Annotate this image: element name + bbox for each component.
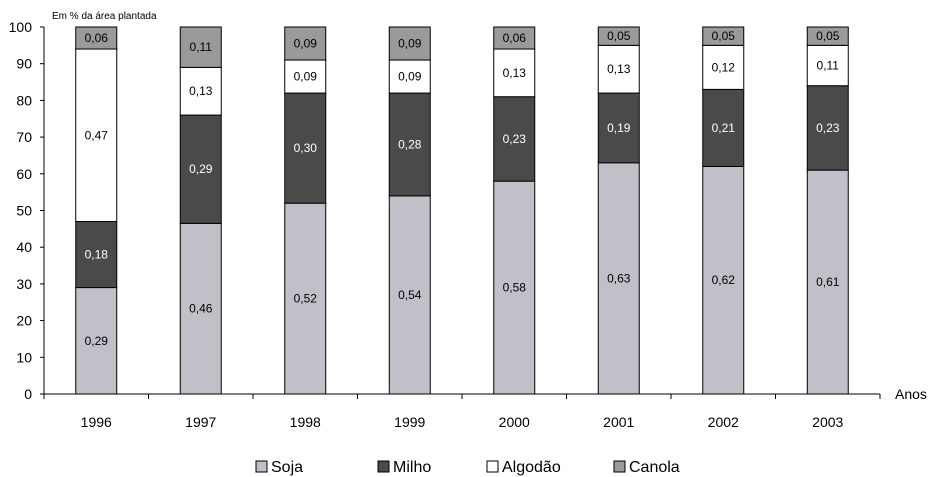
y-tick-label: 100 <box>9 19 33 35</box>
bar-segment-canola <box>388 26 431 61</box>
y-tick-label: 90 <box>16 56 32 72</box>
x-tick-label: 2000 <box>499 414 530 430</box>
bar-value-label: 0,63 <box>607 271 631 285</box>
bar-segment-soja <box>388 195 431 395</box>
bar-value-label: 0,06 <box>85 31 109 45</box>
bar-value-label: 0,13 <box>607 62 631 76</box>
x-tick-label: 1996 <box>81 414 112 430</box>
bar-segment-milho <box>388 92 431 197</box>
x-tick-label: 1998 <box>290 414 321 430</box>
bar-value-label: 0,29 <box>85 334 109 348</box>
bar-segment-milho <box>702 88 745 167</box>
bar-value-label: 0,30 <box>294 141 318 155</box>
bar-segment-algodão <box>75 48 118 223</box>
bar-value-label: 0,52 <box>294 292 318 306</box>
x-tick-label: 2001 <box>603 414 634 430</box>
bar-segment-soja <box>284 202 327 395</box>
bar-value-label: 0,21 <box>712 121 736 135</box>
bar-segment-canola <box>75 26 118 50</box>
bar-segment-canola <box>702 26 745 46</box>
legend-swatch-soja <box>255 460 268 473</box>
x-tick-label: 2002 <box>708 414 739 430</box>
bar-value-label: 0,05 <box>712 29 736 43</box>
y-tick-label: 50 <box>16 203 32 219</box>
legend: Soja Milho Algodão Canola <box>255 459 680 476</box>
x-tick-label: 2003 <box>812 414 843 430</box>
bar-segment-soja <box>179 222 222 395</box>
bar-value-label: 0,09 <box>294 37 318 51</box>
bar-value-label: 0,54 <box>398 288 422 302</box>
bar-segment-milho <box>179 114 222 224</box>
bar-segment-algodão <box>493 48 536 98</box>
bar-segment-soja <box>493 180 536 395</box>
y-tick-label: 0 <box>24 386 32 402</box>
bar-value-label: 0,18 <box>85 248 109 262</box>
bar-value-label: 0,09 <box>398 70 422 84</box>
bar-segment-canola <box>597 26 640 46</box>
bar-segment-canola <box>493 26 536 50</box>
bars-group: 0,29 0,18 0,47 0,06 0,46 0,29 0,13 0,11 0,52 0,30… <box>75 26 849 395</box>
y-axis: 0 10 20 30 40 50 60 70 80 90 100 <box>9 19 45 402</box>
legend-label: Soja <box>271 459 303 476</box>
bar-value-label: 0,23 <box>816 121 840 135</box>
bar-segment-canola <box>179 26 222 68</box>
bar-segment-milho <box>284 92 327 204</box>
y-tick-label: 40 <box>16 239 32 255</box>
bar-value-label: 0,28 <box>398 137 422 151</box>
bar-value-label: 0,06 <box>503 31 527 45</box>
bar-value-label: 0,29 <box>189 162 213 176</box>
legend-swatch-canola <box>613 460 626 473</box>
bar-value-label: 0,62 <box>712 273 736 287</box>
y-tick-label: 30 <box>16 276 32 292</box>
bar-segment-canola <box>806 26 849 46</box>
bar-value-label: 0,58 <box>503 281 527 295</box>
legend-label: Algodão <box>502 459 561 476</box>
bar-value-label: 0,13 <box>503 66 527 80</box>
y-unit-label: Em % da área plantada <box>52 11 157 22</box>
bar-segment-algodão <box>702 44 745 90</box>
y-tick-label: 60 <box>16 166 32 182</box>
bar-segment-soja <box>806 169 849 395</box>
legend-swatch-algodão <box>486 460 499 473</box>
bar-value-label: 0,09 <box>294 70 318 84</box>
bar-segment-algodão <box>806 44 849 87</box>
bar-value-label: 0,11 <box>190 40 213 54</box>
x-unit-label: Anos <box>895 386 927 402</box>
bar-value-label: 0,13 <box>189 84 213 98</box>
y-tick-label: 80 <box>16 92 32 108</box>
bar-value-label: 0,09 <box>398 37 422 51</box>
bar-value-label: 0,23 <box>503 132 527 146</box>
bar-value-label: 0,46 <box>189 302 213 316</box>
x-tick-label: 1999 <box>394 414 425 430</box>
bar-segment-algodão <box>597 44 640 94</box>
bar-segment-soja <box>702 165 745 395</box>
bar-segment-soja <box>75 287 118 395</box>
bar-value-label: 0,12 <box>712 60 736 74</box>
y-tick-label: 10 <box>16 349 32 365</box>
bar-value-label: 0,61 <box>816 275 840 289</box>
bar-segment-algodão <box>388 59 431 94</box>
y-tick-label: 70 <box>16 129 32 145</box>
bar-value-label: 0,11 <box>817 59 840 73</box>
y-tick-label: 20 <box>16 313 32 329</box>
bar-segment-algodão <box>284 59 327 94</box>
legend-label: Milho <box>393 459 431 476</box>
bar-value-label: 0,19 <box>607 121 631 135</box>
bar-value-label: 0,05 <box>607 29 631 43</box>
x-tick-label: 1997 <box>185 414 216 430</box>
bar-segment-soja <box>597 162 640 395</box>
bar-segment-canola <box>284 26 327 61</box>
bar-value-label: 0,47 <box>85 128 109 142</box>
bar-value-label: 0,05 <box>816 29 840 43</box>
bar-segment-milho <box>597 92 640 164</box>
legend-swatch-milho <box>377 460 390 473</box>
x-axis: 1996 1997 1998 1999 2000 2001 2002 2003 <box>43 393 881 430</box>
legend-label: Canola <box>629 459 680 476</box>
